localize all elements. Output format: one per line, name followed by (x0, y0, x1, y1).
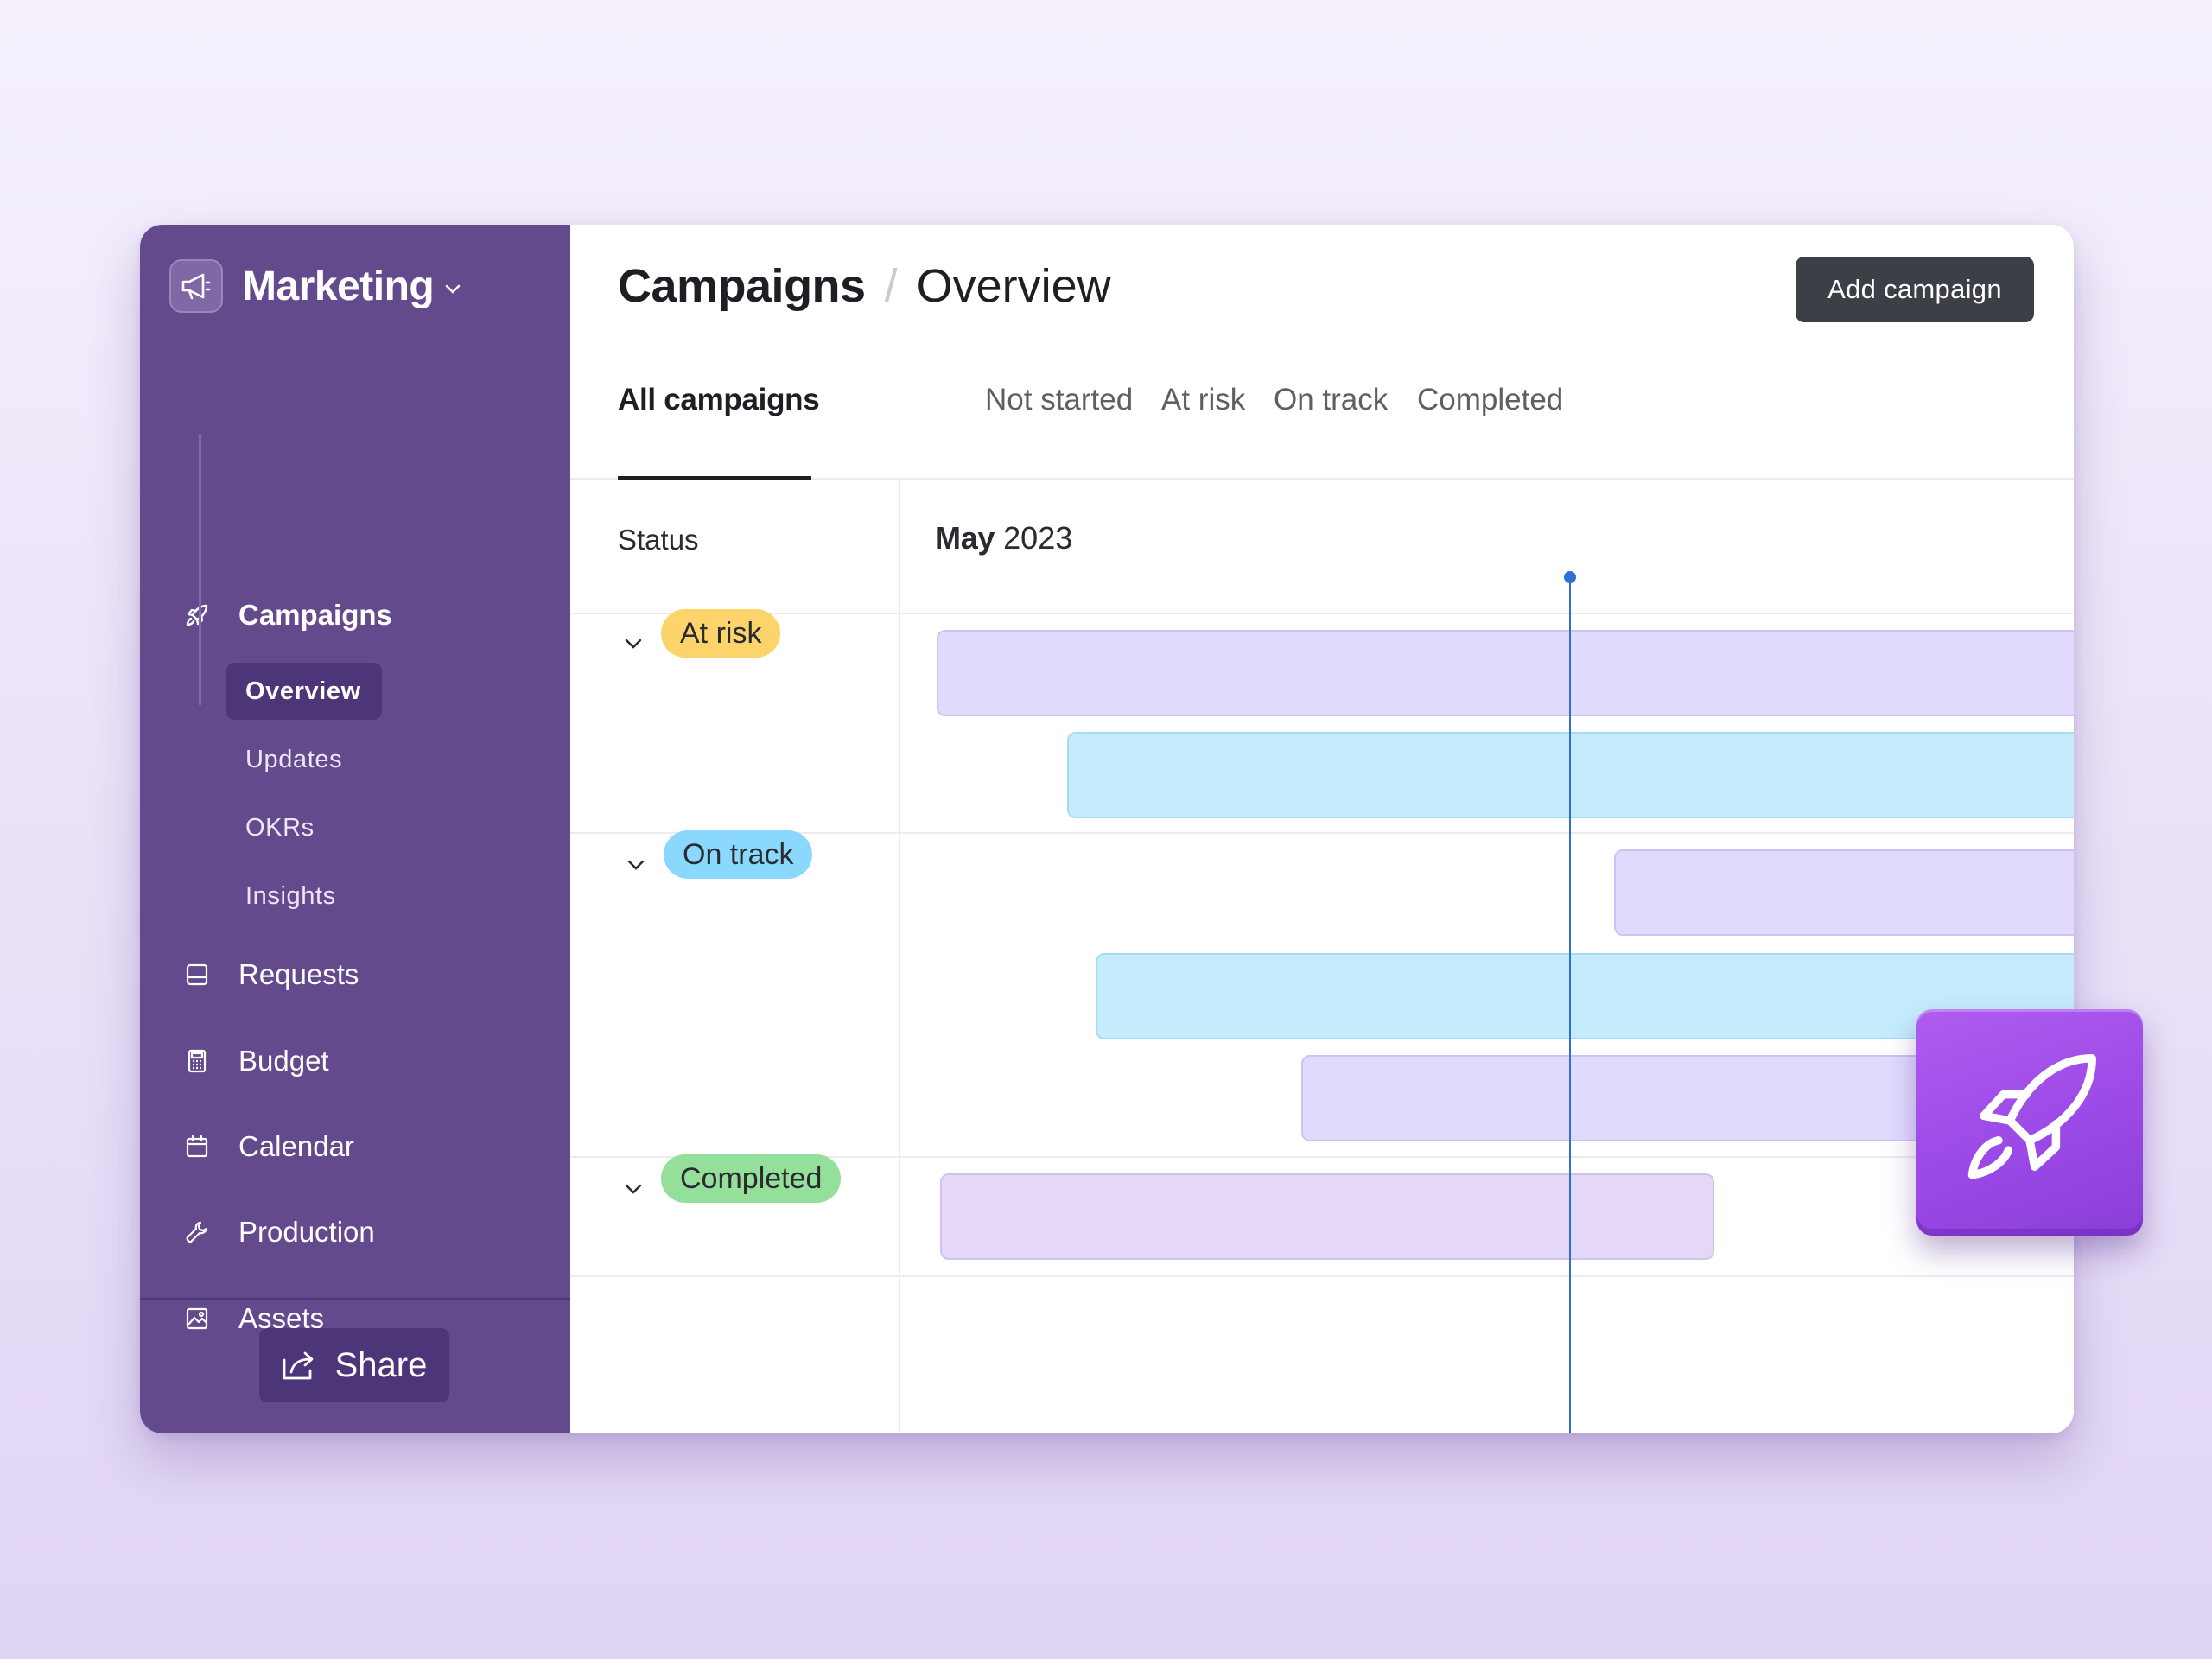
add-campaign-button[interactable]: Add campaign (1796, 257, 2034, 322)
subnav-item-okrs[interactable]: OKRs (245, 813, 315, 842)
rocket-icon (1948, 1039, 2112, 1207)
sidebar: Marketing Campaigns Overview Updates OKR… (140, 225, 570, 1433)
collapse-chevron-icon[interactable] (623, 852, 649, 878)
month-label: May (935, 520, 995, 556)
rocket-app-tile (1916, 1009, 2143, 1236)
rocket-icon (181, 600, 213, 631)
sidebar-item-label: Campaigns (238, 599, 392, 631)
tab-not-started[interactable]: Not started (985, 383, 1134, 416)
status-badge: Completed (661, 1154, 842, 1203)
wrench-icon (181, 1217, 213, 1248)
status-column-divider (899, 480, 900, 1433)
app-window: Marketing Campaigns Overview Updates OKR… (140, 225, 2074, 1433)
row-divider (570, 832, 2074, 834)
breadcrumb-section[interactable]: Campaigns (618, 260, 866, 312)
campaign-bar[interactable] (1614, 849, 2074, 936)
main-panel: Campaigns / Overview Add campaign All ca… (570, 225, 2074, 1433)
share-label: Share (334, 1345, 428, 1384)
status-column-header: Status (618, 524, 699, 556)
sidebar-item-label: Requests (238, 958, 359, 990)
workspace-name: Marketing (242, 263, 435, 309)
year-label: 2023 (1003, 520, 1073, 556)
sidebar-item-label: Calendar (238, 1130, 354, 1162)
megaphone-icon (169, 259, 223, 313)
subnav-line (199, 434, 201, 705)
chevron-down-icon (444, 283, 461, 299)
tab-on-track[interactable]: On track (1274, 383, 1389, 416)
image-icon (181, 1303, 213, 1334)
campaign-bar[interactable] (940, 1173, 1714, 1260)
sidebar-item-requests[interactable]: Requests (181, 949, 359, 1001)
sidebar-item-budget[interactable]: Budget (181, 1035, 329, 1087)
calculator-icon (181, 1046, 213, 1077)
today-marker-line (1569, 577, 1571, 1433)
collapse-chevron-icon[interactable] (620, 631, 646, 657)
inbox-icon (181, 959, 213, 990)
timeline-month-header: May 2023 (935, 520, 1072, 556)
campaign-bar[interactable] (1096, 953, 2074, 1039)
status-badge: On track (664, 830, 813, 879)
breadcrumb-separator: / (884, 260, 898, 312)
breadcrumb: Campaigns / Overview (618, 259, 1111, 313)
sidebar-item-calendar[interactable]: Calendar (181, 1121, 354, 1173)
row-divider (570, 613, 2074, 614)
share-button[interactable]: Share (259, 1328, 449, 1402)
today-marker-dot (1564, 571, 1576, 583)
share-icon (282, 1350, 318, 1381)
sidebar-divider (140, 1298, 570, 1300)
calendar-icon (181, 1131, 213, 1162)
row-divider (570, 1156, 2074, 1158)
campaign-bar[interactable] (937, 630, 2074, 716)
status-badge: At risk (661, 609, 781, 658)
sidebar-item-campaigns[interactable]: Campaigns (181, 589, 392, 641)
collapse-chevron-icon[interactable] (620, 1176, 646, 1202)
subnav-item-overview[interactable]: Overview (226, 663, 382, 720)
subnav-item-insights[interactable]: Insights (245, 881, 336, 910)
subnav-item-updates[interactable]: Updates (245, 745, 343, 773)
sidebar-item-production[interactable]: Production (181, 1206, 375, 1258)
workspace-switcher[interactable]: Marketing (169, 259, 461, 313)
tabbar-border (570, 478, 2074, 480)
tab-at-risk[interactable]: At risk (1161, 383, 1246, 416)
tab-completed[interactable]: Completed (1417, 383, 1564, 416)
page-title: Overview (916, 260, 1111, 312)
row-divider (570, 1275, 2074, 1277)
sidebar-item-label: Budget (238, 1045, 329, 1077)
sidebar-item-label: Production (238, 1216, 375, 1248)
active-tab-underline (618, 476, 811, 480)
tab-all-campaigns[interactable]: All campaigns (618, 383, 820, 416)
